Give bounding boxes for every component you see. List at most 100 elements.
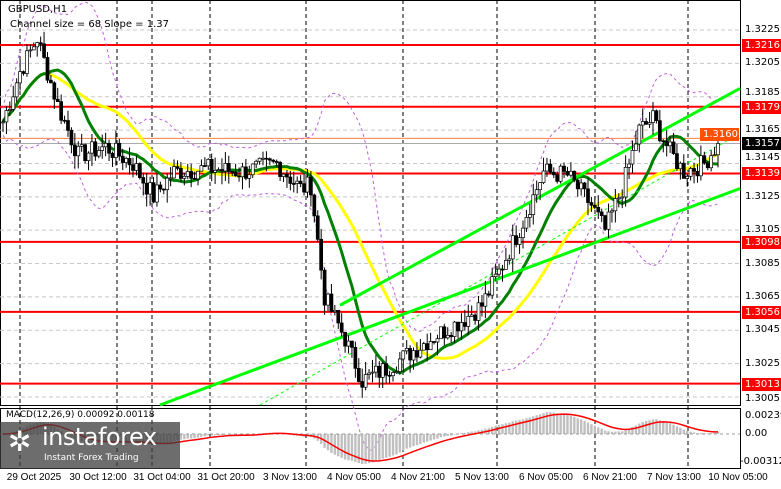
macd-histogram-bar: [183, 434, 186, 440]
candle-body: [466, 316, 471, 327]
candle-body: [586, 188, 590, 203]
macd-histogram-bar: [193, 434, 196, 439]
channel-info: Channel size = 68 Slope = 1.37: [10, 19, 170, 30]
candle-body: [264, 157, 269, 160]
candle-body: [114, 142, 118, 158]
instaforex-logo: ✲ instaforex Instant Forex Trading: [0, 422, 180, 469]
candle-body: [637, 124, 642, 145]
candle-body: [161, 188, 166, 191]
candle-body: [165, 177, 170, 190]
candle-body: [21, 71, 26, 74]
candle-body: [415, 350, 419, 358]
macd-histogram-bar: [648, 420, 651, 434]
candle-body: [148, 182, 152, 195]
macd-histogram-bar: [603, 430, 607, 434]
macd-histogram-bar: [692, 432, 696, 434]
candle-body: [634, 143, 638, 151]
candle-body: [439, 326, 443, 340]
candle-body: [35, 42, 40, 48]
macd-histogram-bar: [569, 415, 573, 434]
price-tick: 1.3025: [745, 357, 780, 369]
macd-histogram-bar: [651, 419, 655, 434]
macd-histogram-bar: [621, 431, 624, 434]
candle-body: [452, 321, 457, 337]
candle-body: [555, 174, 560, 182]
candle-body: [155, 184, 159, 203]
macd-histogram-bar: [552, 412, 555, 434]
logo-name: instaforex: [42, 423, 157, 451]
candle-body: [182, 175, 187, 179]
macd-histogram-bar: [532, 416, 535, 434]
macd-histogram-bar: [340, 434, 343, 458]
candle-body: [507, 258, 512, 261]
macd-histogram-bar: [237, 434, 241, 436]
candle-body: [329, 293, 334, 313]
macd-histogram-bar: [610, 431, 614, 434]
candle-body: [620, 196, 625, 199]
candle-body: [500, 268, 505, 271]
candle-body: [428, 341, 433, 351]
candle-body: [370, 371, 375, 374]
candle-body: [144, 182, 149, 195]
candle-body: [76, 145, 81, 157]
candle-body: [456, 321, 460, 332]
candle-body: [377, 365, 382, 378]
gear-logo-icon: ✲: [8, 425, 32, 458]
candle-body: [302, 183, 306, 193]
macd-histogram-bar: [535, 415, 538, 434]
candle-body: [213, 170, 217, 173]
candle-body: [425, 343, 430, 351]
level-label: 1.3056: [742, 305, 781, 319]
price-tick: 1.3125: [745, 190, 780, 202]
macd-histogram-bar: [354, 434, 357, 462]
time-tick: 4 Nov 21:00: [391, 472, 445, 483]
candle-body: [716, 143, 720, 156]
candle-body: [72, 144, 77, 157]
level-label: 1.3013: [742, 377, 781, 391]
candle-body: [360, 381, 365, 388]
macd-histogram-bar: [597, 427, 600, 434]
candle-body: [675, 153, 679, 170]
macd-histogram-bar: [525, 418, 528, 434]
candle-body: [630, 150, 635, 165]
macd-histogram-bar: [576, 418, 579, 434]
candle-body: [356, 368, 361, 382]
macd-histogram-bar: [412, 434, 415, 447]
macd-histogram-bar: [600, 428, 603, 434]
candle-body: [244, 166, 248, 179]
candle-body: [233, 171, 238, 177]
candle-body: [575, 179, 580, 190]
macd-tick: -0.00312: [740, 456, 781, 467]
macd-histogram-bar: [706, 433, 709, 434]
candle-body: [305, 176, 310, 193]
candle-body: [661, 140, 666, 143]
price-tick: 1.3005: [745, 393, 780, 404]
candle-body: [469, 314, 474, 317]
macd-histogram-bar: [217, 434, 220, 436]
candle-body: [541, 170, 546, 183]
candle-body: [527, 214, 532, 218]
candle-body: [551, 171, 556, 176]
candle-body: [692, 168, 696, 172]
candle-body: [120, 155, 125, 163]
candle-body: [572, 170, 577, 181]
candle-body: [709, 155, 714, 169]
time-tick: 31 Oct 04:00: [133, 472, 191, 483]
macd-histogram-bar: [374, 434, 378, 462]
macd-histogram-bar: [449, 434, 453, 436]
macd-histogram-bar: [196, 434, 200, 438]
candle-body: [172, 166, 176, 179]
candle-body: [220, 169, 224, 172]
candle-body: [534, 189, 539, 196]
candle-body: [59, 101, 64, 121]
candle-body: [579, 182, 584, 190]
macd-histogram-bar: [463, 432, 467, 434]
candle-body: [387, 374, 392, 377]
macd-histogram-bar: [545, 412, 549, 434]
macd-histogram-bar: [415, 434, 419, 446]
candle-body: [592, 204, 597, 208]
candle-body: [476, 302, 481, 321]
macd-histogram-bar: [388, 434, 391, 457]
candle-body: [517, 237, 522, 245]
